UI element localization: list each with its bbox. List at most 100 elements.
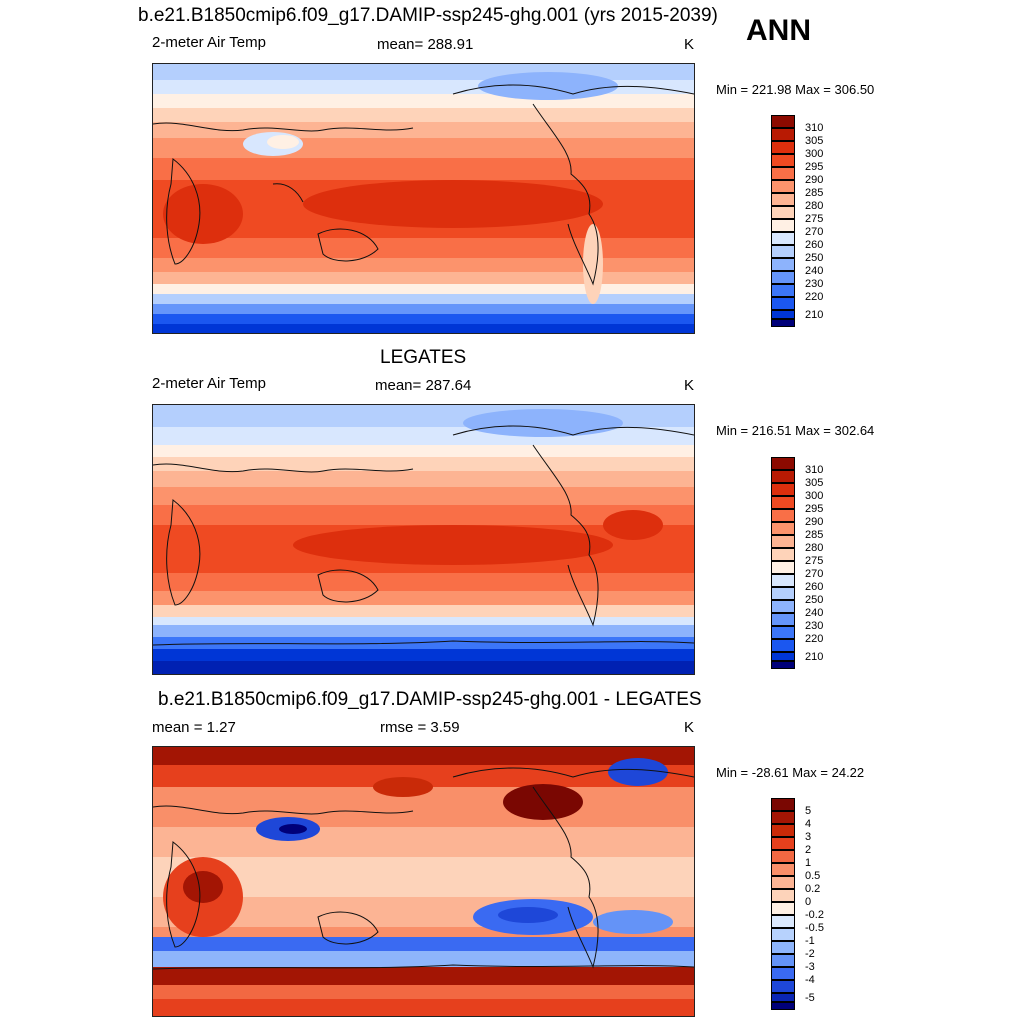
- panel-3-colorbar-label: -4: [805, 974, 815, 986]
- panel-2-colorbar-label: 280: [805, 542, 824, 554]
- panel-1-colorbar-swatch: [771, 258, 795, 271]
- panel-2-colorbar-swatch: [771, 574, 795, 587]
- panel-1-colorbar-label: 285: [805, 187, 824, 199]
- panel-1-colorbar-swatch: [771, 310, 795, 319]
- panel-2-colorbar-label: 285: [805, 529, 824, 541]
- panel-1-units-label: K: [684, 36, 695, 53]
- panel-1-map-svg: [153, 64, 694, 333]
- panel-2-colorbar-swatch: [771, 483, 795, 496]
- panel-3-mean-label: mean = 1.27: [152, 719, 236, 736]
- panel-3-colorbar-swatch: [771, 915, 795, 928]
- panel-3-colorbar-swatch: [771, 798, 795, 811]
- panel-3-colorbar-swatch: [771, 954, 795, 967]
- panel-2-colorbar-swatch: [771, 587, 795, 600]
- panel-2-colorbar-label: 270: [805, 568, 824, 580]
- panel-3-map-svg: [153, 747, 694, 1016]
- panel-2-minmax-label: Min = 216.51 Max = 302.64: [716, 423, 875, 438]
- panel-3-colorbar-label: 4: [805, 818, 812, 830]
- panel-1-colorbar-swatch: [771, 115, 795, 128]
- panel-2-map: [152, 404, 695, 675]
- panel-1-colorbar-label: 300: [805, 148, 824, 160]
- panel-3-colorbar-swatch: [771, 837, 795, 850]
- panel-1-colorbar-label: 295: [805, 161, 824, 173]
- panel-1-colorbar-swatch: [771, 297, 795, 310]
- panel-2-colorbar-swatch: [771, 561, 795, 574]
- panel-2-colorbar-swatch: [771, 652, 795, 661]
- panel-1-colorbar-swatch: [771, 180, 795, 193]
- panel-2-colorbar-label: 240: [805, 607, 824, 619]
- panel-3-colorbar-label: 1: [805, 857, 812, 869]
- panel-2-title: LEGATES: [380, 347, 467, 368]
- panel-1-colorbar-label: 240: [805, 265, 824, 277]
- panel-2-colorbar-label: 260: [805, 581, 824, 593]
- panel-3-colorbar-label: 5: [805, 805, 812, 817]
- panel-1-colorbar-swatch: [771, 284, 795, 297]
- panel-1-colorbar-swatch: [771, 245, 795, 258]
- panel-1-colorbar-swatch: [771, 128, 795, 141]
- panel-1-colorbar-swatch: [771, 219, 795, 232]
- panel-3-colorbar-swatch: [771, 889, 795, 902]
- panel-2-colorbar-label: 250: [805, 594, 824, 606]
- panel-2-colorbar-label: 230: [805, 620, 824, 632]
- panel-3-colorbar-swatch: [771, 967, 795, 980]
- panel-1-colorbar: 310 305 300 295 290 285 280 275 270 260 …: [771, 115, 823, 327]
- figure-title: b.e21.B1850cmip6.f09_g17.DAMIP-ssp245-gh…: [138, 5, 718, 26]
- panel-3-colorbar-swatch: [771, 850, 795, 863]
- panel-1-colorbar-swatch: [771, 141, 795, 154]
- panel-1-colorbar-label: 220: [805, 291, 824, 303]
- panel-1-colorbar-label: 290: [805, 174, 824, 186]
- panel-3-colorbar-swatch: [771, 980, 795, 993]
- panel-3-colorbar-label: -3: [805, 961, 815, 973]
- panel-1-colorbar-label: 250: [805, 252, 824, 264]
- panel-1-colorbar-label: 260: [805, 239, 824, 251]
- panel-1-colorbar-label: 280: [805, 200, 824, 212]
- panel-1-colorbar-label: 210: [805, 309, 824, 321]
- panel-1-colorbar-swatch: [771, 167, 795, 180]
- panel-3-colorbar-label: -5: [805, 992, 815, 1004]
- panel-2-units-label: K: [684, 377, 695, 394]
- panel-2-colorbar-label: 210: [805, 651, 824, 663]
- panel-3-colorbar-label: 2: [805, 844, 812, 856]
- panel-1-colorbar-label: 305: [805, 135, 824, 147]
- panel-2-colorbar-swatch: [771, 535, 795, 548]
- panel-2-colorbar-swatch: [771, 639, 795, 652]
- panel-3-rmse-label: rmse = 3.59: [380, 719, 460, 736]
- panel-1-colorbar-label: 270: [805, 226, 824, 238]
- panel-2-colorbar-swatch: [771, 600, 795, 613]
- panel-3-colorbar-label: -0.2: [805, 909, 824, 921]
- panel-2-variable-label: 2-meter Air Temp: [152, 375, 266, 392]
- panel-1-mean-label: mean= 288.91: [377, 36, 474, 53]
- panel-3-colorbar-swatch: [771, 928, 795, 941]
- panel-1-colorbar-label: 230: [805, 278, 824, 290]
- panel-2-colorbar-label: 290: [805, 516, 824, 528]
- panel-3-colorbar-swatch: [771, 876, 795, 889]
- panel-3-title: b.e21.B1850cmip6.f09_g17.DAMIP-ssp245-gh…: [158, 689, 702, 710]
- panel-3-colorbar-label: 0.2: [805, 883, 821, 895]
- panel-3-colorbar-swatch: [771, 1002, 795, 1010]
- panel-3-minmax-label: Min = -28.61 Max = 24.22: [716, 765, 865, 780]
- panel-1-variable-label: 2-meter Air Temp: [152, 34, 266, 51]
- panel-3-colorbar-swatch: [771, 824, 795, 837]
- panel-3-colorbar: 5 4 3 2 1 0.5 0.2 0 -0.2 -0.5 -1 -2 -3 -…: [771, 798, 824, 1010]
- panel-2-mean-label: mean= 287.64: [375, 377, 472, 394]
- panel-2-colorbar: 310 305 300 295 290 285 280 275 270 260 …: [771, 457, 823, 669]
- panel-2-colorbar-swatch: [771, 661, 795, 669]
- panel-3-units-label: K: [684, 719, 695, 736]
- panel-3-colorbar-swatch: [771, 993, 795, 1002]
- panel-1-colorbar-swatch: [771, 232, 795, 245]
- panel-1-colorbar-swatch: [771, 154, 795, 167]
- panel-2-colorbar-swatch: [771, 613, 795, 626]
- season-label: ANN: [746, 14, 811, 47]
- panel-3-colorbar-label: -0.5: [805, 922, 824, 934]
- panel-2-colorbar-swatch: [771, 496, 795, 509]
- panel-1-map: [152, 63, 695, 334]
- panel-3-colorbar-swatch: [771, 811, 795, 824]
- panel-2-colorbar-label: 310: [805, 464, 824, 476]
- panel-1-colorbar-swatch: [771, 193, 795, 206]
- panel-2-colorbar-swatch: [771, 457, 795, 470]
- panel-3-map: [152, 746, 695, 1017]
- panel-1-colorbar-label: 275: [805, 213, 824, 225]
- panel-2-colorbar-swatch: [771, 626, 795, 639]
- panel-2-colorbar-label: 275: [805, 555, 824, 567]
- panel-1-colorbar-swatch: [771, 319, 795, 327]
